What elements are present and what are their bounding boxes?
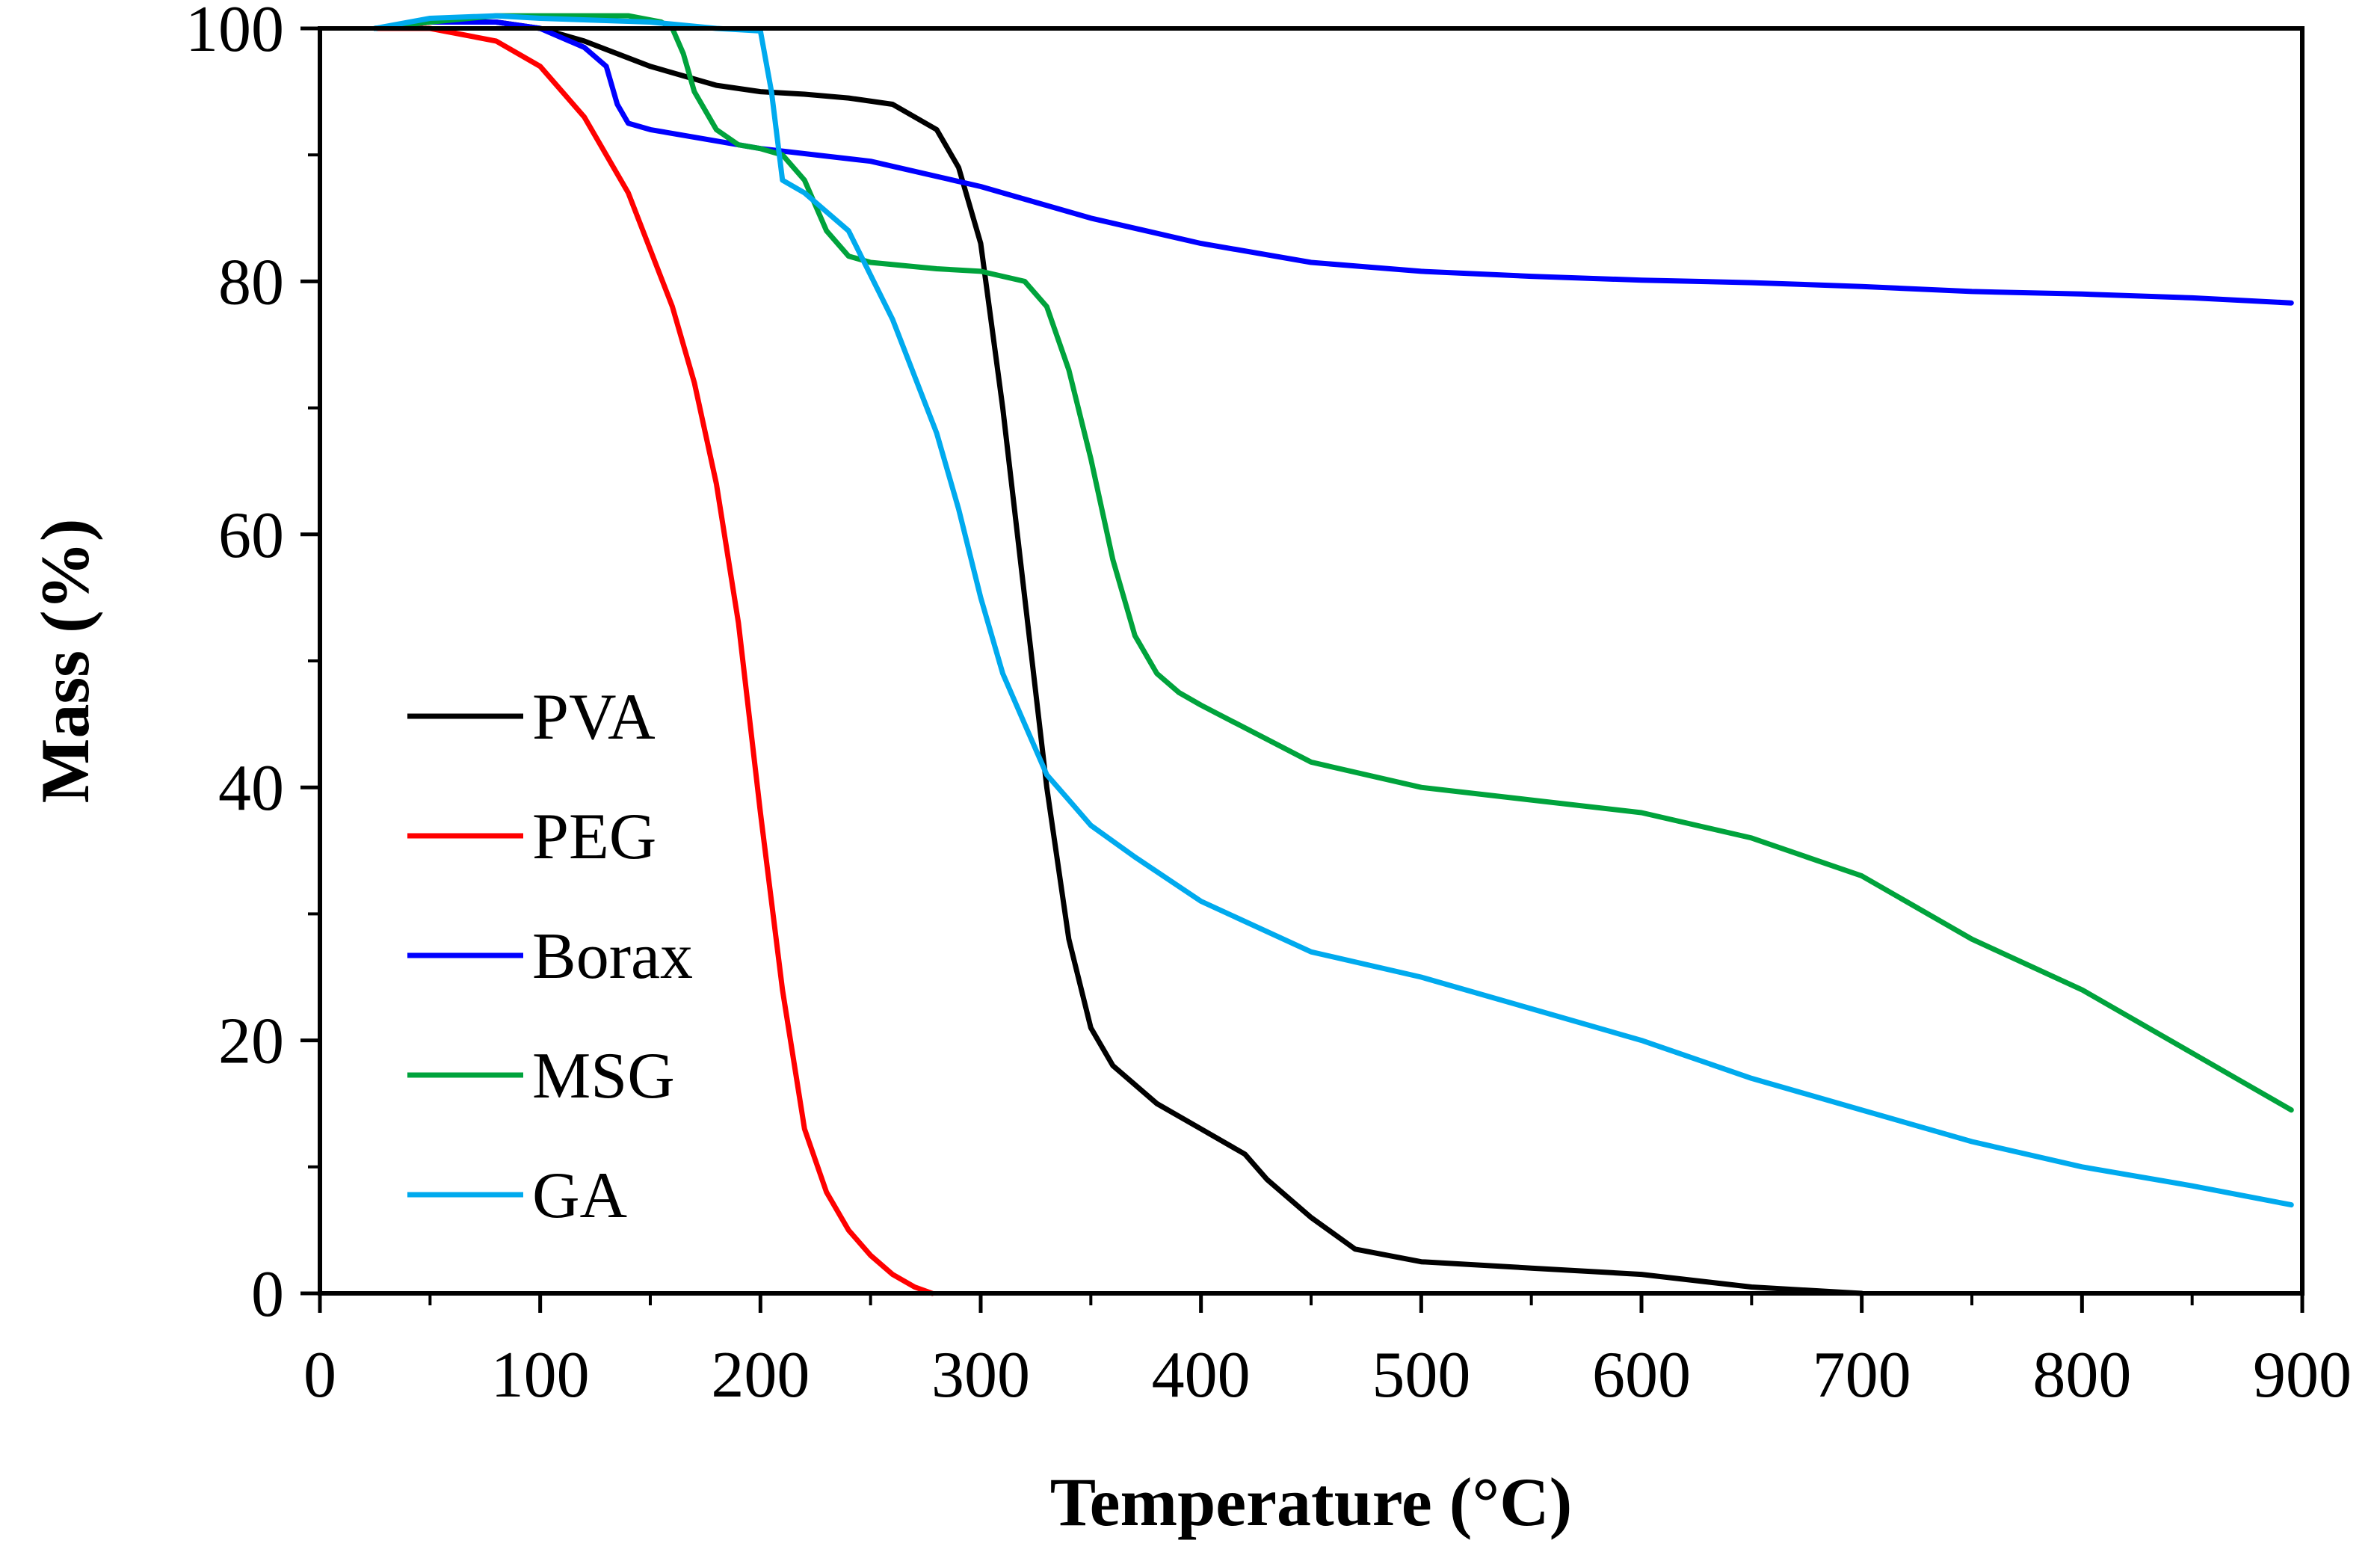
x-tick-label: 0 xyxy=(303,1339,336,1411)
x-tick-label: 500 xyxy=(1372,1339,1470,1411)
legend-label-borax: Borax xyxy=(532,920,693,993)
y-axis-title: Mass (%) xyxy=(27,519,103,804)
x-tick-label: 200 xyxy=(711,1339,810,1411)
series-line-pva xyxy=(372,19,1865,1296)
y-tick-label: 60 xyxy=(218,499,284,572)
x-tick-label: 600 xyxy=(1592,1339,1691,1411)
tick-labels: 0 100 200 300 400 500 600 700 800 900 0 20 40 60 80 100 xyxy=(185,0,2352,1411)
legend-label-peg: PEG xyxy=(532,801,656,873)
legend-label-pva: PVA xyxy=(532,681,656,754)
legend-label-ga: GA xyxy=(532,1160,627,1232)
series-line-msg xyxy=(372,13,2294,1113)
x-tick-label: 400 xyxy=(1152,1339,1251,1411)
x-tick-label: 900 xyxy=(2253,1339,2352,1411)
legend-label-msg: MSG xyxy=(532,1040,675,1112)
x-tick-label: 700 xyxy=(1813,1339,1911,1411)
x-tick-label: 300 xyxy=(931,1339,1030,1411)
y-tick-label: 0 xyxy=(251,1258,284,1331)
plot-frame xyxy=(318,26,2305,1296)
y-tick-label: 80 xyxy=(218,246,284,318)
y-tick-label: 100 xyxy=(185,0,284,66)
legend: PVA PEG Borax MSG GA xyxy=(407,681,693,1232)
series-line-ga xyxy=(372,13,2294,1208)
y-tick-label: 40 xyxy=(218,752,284,825)
x-tick-label: 800 xyxy=(2032,1339,2131,1411)
x-tick-label: 100 xyxy=(491,1339,590,1411)
axis-ticks xyxy=(300,26,2305,1313)
x-axis-title: Temperature (°C) xyxy=(1050,1464,1573,1540)
y-tick-label: 20 xyxy=(218,1006,284,1078)
series-line-borax xyxy=(372,19,2294,306)
series-line-peg xyxy=(372,25,935,1296)
